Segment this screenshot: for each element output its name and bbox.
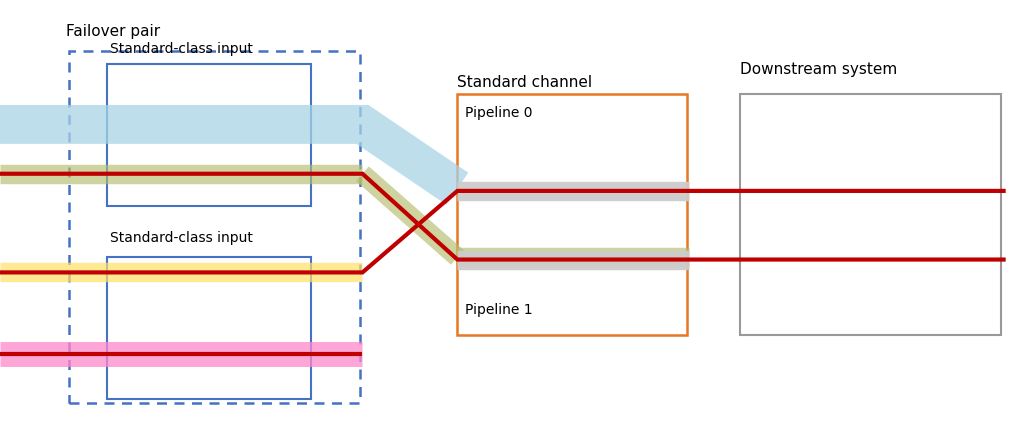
Bar: [457, 94, 687, 335]
Bar: [740, 94, 1001, 335]
Text: Failover pair: Failover pair: [66, 24, 160, 39]
Text: Downstream system: Downstream system: [740, 62, 897, 77]
Text: Standard-class input: Standard-class input: [110, 42, 253, 56]
Text: Standard channel: Standard channel: [457, 75, 592, 90]
Text: Pipeline 1: Pipeline 1: [465, 303, 532, 317]
Bar: [69, 51, 360, 403]
Bar: [107, 64, 311, 206]
Text: Standard-class input: Standard-class input: [110, 230, 253, 245]
Text: Pipeline 0: Pipeline 0: [465, 106, 532, 120]
Bar: [107, 257, 311, 399]
